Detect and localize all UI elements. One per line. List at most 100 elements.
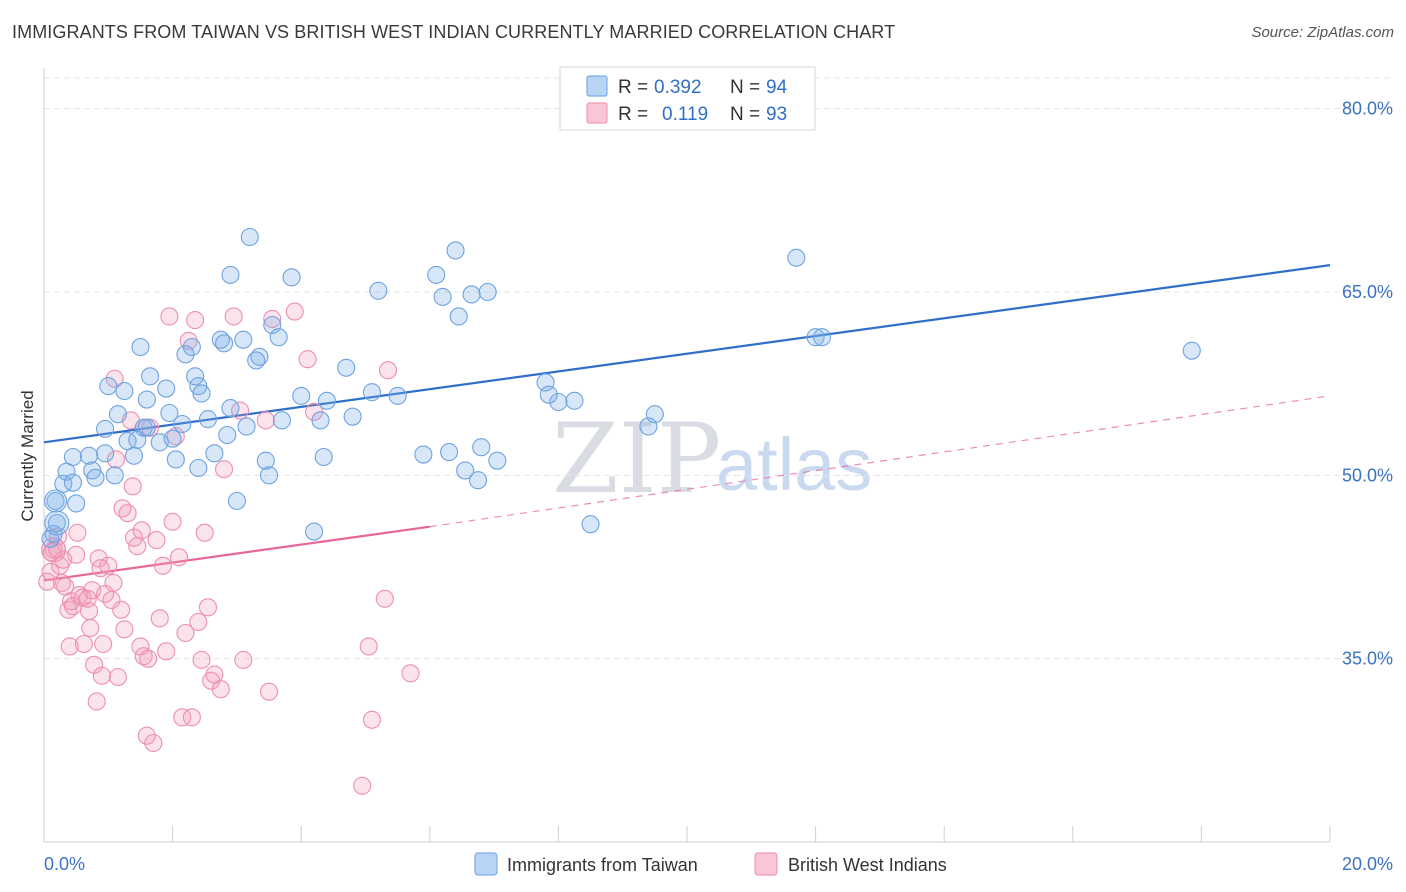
data-point-immigrants-from-taiwan — [176, 345, 195, 364]
data-point-immigrants-from-taiwan — [468, 471, 488, 490]
data-point-immigrants-from-taiwan — [137, 418, 156, 437]
data-point-immigrants-from-taiwan — [240, 227, 259, 247]
series-british-west-indians — [38, 302, 420, 795]
gridlines — [44, 77, 1390, 660]
data-point-immigrants-from-taiwan — [565, 391, 584, 410]
data-point-immigrants-from-taiwan — [218, 425, 237, 445]
data-point-british-west-indians — [128, 537, 147, 556]
data-point-immigrants-from-taiwan — [488, 451, 507, 470]
data-point-immigrants-from-taiwan — [105, 466, 124, 485]
data-point-immigrants-from-taiwan — [362, 383, 381, 402]
data-point-immigrants-from-taiwan — [282, 268, 301, 287]
data-point-immigrants-from-taiwan — [157, 379, 176, 398]
data-point-british-west-indians — [401, 664, 420, 683]
data-point-british-west-indians — [186, 311, 205, 330]
data-point-british-west-indians — [256, 411, 275, 430]
data-point-british-west-indians — [79, 601, 99, 621]
data-point-immigrants-from-taiwan — [227, 491, 246, 511]
data-point-immigrants-from-taiwan — [250, 347, 269, 366]
data-point-immigrants-from-taiwan — [96, 419, 115, 438]
bottom-legend-label-blue: Immigrants from Taiwan — [507, 855, 698, 875]
data-point-immigrants-from-taiwan — [472, 438, 491, 457]
legend-r-label-2: R = — [618, 104, 648, 125]
y-tick-labels: 35.0% 50.0% 65.0% 80.0% — [1342, 99, 1393, 669]
data-point-immigrants-from-taiwan — [645, 405, 664, 424]
data-point-british-west-indians — [112, 600, 131, 619]
data-point-british-west-indians — [41, 562, 60, 581]
data-point-immigrants-from-taiwan — [173, 414, 192, 434]
data-point-immigrants-from-taiwan — [305, 522, 324, 541]
data-point-british-west-indians — [176, 623, 195, 643]
data-point-immigrants-from-taiwan — [79, 446, 99, 465]
series-immigrants-from-taiwan — [41, 227, 1201, 548]
data-point-immigrants-from-taiwan — [86, 468, 105, 487]
data-point-immigrants-from-taiwan — [137, 390, 156, 409]
bottom-legend-label-pink: British West Indians — [788, 855, 947, 875]
data-point-immigrants-from-taiwan — [440, 443, 459, 462]
data-point-british-west-indians — [81, 619, 100, 638]
x-tick-label-min: 0.0% — [44, 854, 85, 874]
data-point-british-west-indians — [163, 512, 182, 531]
data-point-immigrants-from-taiwan — [108, 405, 127, 424]
x-tick-labels: 0.0% 20.0% — [44, 854, 1393, 874]
data-point-immigrants-from-taiwan — [160, 403, 179, 423]
x-tick-label-max: 20.0% — [1342, 854, 1393, 874]
data-point-immigrants-from-taiwan — [141, 367, 160, 386]
data-point-immigrants-from-taiwan — [99, 377, 118, 396]
chart-title: IMMIGRANTS FROM TAIWAN VS BRITISH WEST I… — [12, 22, 896, 42]
data-point-immigrants-from-taiwan — [433, 287, 452, 306]
data-point-immigrants-from-taiwan — [186, 367, 205, 386]
legend-n-label-1: N = — [730, 77, 760, 98]
data-point-british-west-indians — [105, 369, 124, 388]
data-point-immigrants-from-taiwan — [549, 392, 568, 412]
data-point-immigrants-from-taiwan — [131, 337, 150, 357]
data-point-british-west-indians — [259, 682, 279, 701]
data-point-british-west-indians — [189, 612, 208, 632]
y-axis-title: Currently Married — [18, 390, 37, 521]
data-point-british-west-indians — [362, 710, 381, 729]
bottom-legend: Immigrants from Taiwan British West Indi… — [474, 852, 947, 876]
data-point-immigrants-from-taiwan — [63, 473, 82, 492]
data-point-british-west-indians — [123, 477, 142, 496]
bottom-legend-swatch-pink — [754, 852, 778, 876]
data-point-british-west-indians — [74, 634, 93, 654]
data-point-immigrants-from-taiwan — [812, 328, 832, 347]
y-tick-label: 80.0% — [1342, 99, 1393, 119]
data-point-immigrants-from-taiwan — [787, 248, 806, 267]
trend-line-immigrants-from-taiwan — [43, 264, 1331, 444]
data-point-british-west-indians — [192, 650, 211, 669]
data-point-british-west-indians — [104, 573, 123, 592]
data-point-immigrants-from-taiwan — [446, 241, 465, 260]
data-point-immigrants-from-taiwan — [539, 385, 558, 404]
legend-r-label-1: R = — [618, 77, 648, 98]
data-point-immigrants-from-taiwan — [221, 399, 240, 418]
data-point-immigrants-from-taiwan — [124, 446, 144, 465]
data-point-british-west-indians-large — [41, 537, 67, 563]
data-point-immigrants-from-taiwan — [388, 386, 407, 405]
data-point-immigrants-from-taiwan — [63, 447, 82, 467]
data-point-immigrants-from-taiwan — [314, 447, 333, 467]
data-point-immigrants-from-taiwan — [317, 391, 336, 410]
data-point-british-west-indians — [224, 307, 243, 326]
data-point-british-west-indians — [99, 556, 118, 575]
data-point-immigrants-from-taiwan — [192, 384, 211, 403]
data-point-immigrants-from-taiwan — [115, 381, 134, 401]
data-point-immigrants-from-taiwan — [166, 450, 185, 469]
data-point-immigrants-from-taiwan — [456, 461, 475, 480]
data-point-immigrants-from-taiwan-large — [44, 489, 68, 513]
data-point-british-west-indians — [157, 642, 176, 661]
data-point-immigrants-from-taiwan — [292, 386, 311, 405]
data-point-british-west-indians — [150, 609, 169, 628]
data-point-british-west-indians — [153, 556, 173, 575]
data-point-british-west-indians — [147, 531, 166, 550]
y-tick-label: 35.0% — [1342, 649, 1393, 669]
bottom-legend-swatch-blue — [474, 852, 498, 876]
data-point-immigrants-from-taiwan — [205, 444, 224, 463]
data-point-british-west-indians — [118, 504, 137, 523]
data-point-immigrants-from-taiwan — [237, 417, 256, 436]
watermark-zip: ZIP — [552, 403, 721, 515]
data-point-british-west-indians — [139, 649, 158, 668]
data-point-immigrants-from-taiwan — [311, 411, 330, 430]
data-point-immigrants-from-taiwan — [163, 429, 182, 448]
data-point-british-west-indians — [144, 733, 163, 753]
